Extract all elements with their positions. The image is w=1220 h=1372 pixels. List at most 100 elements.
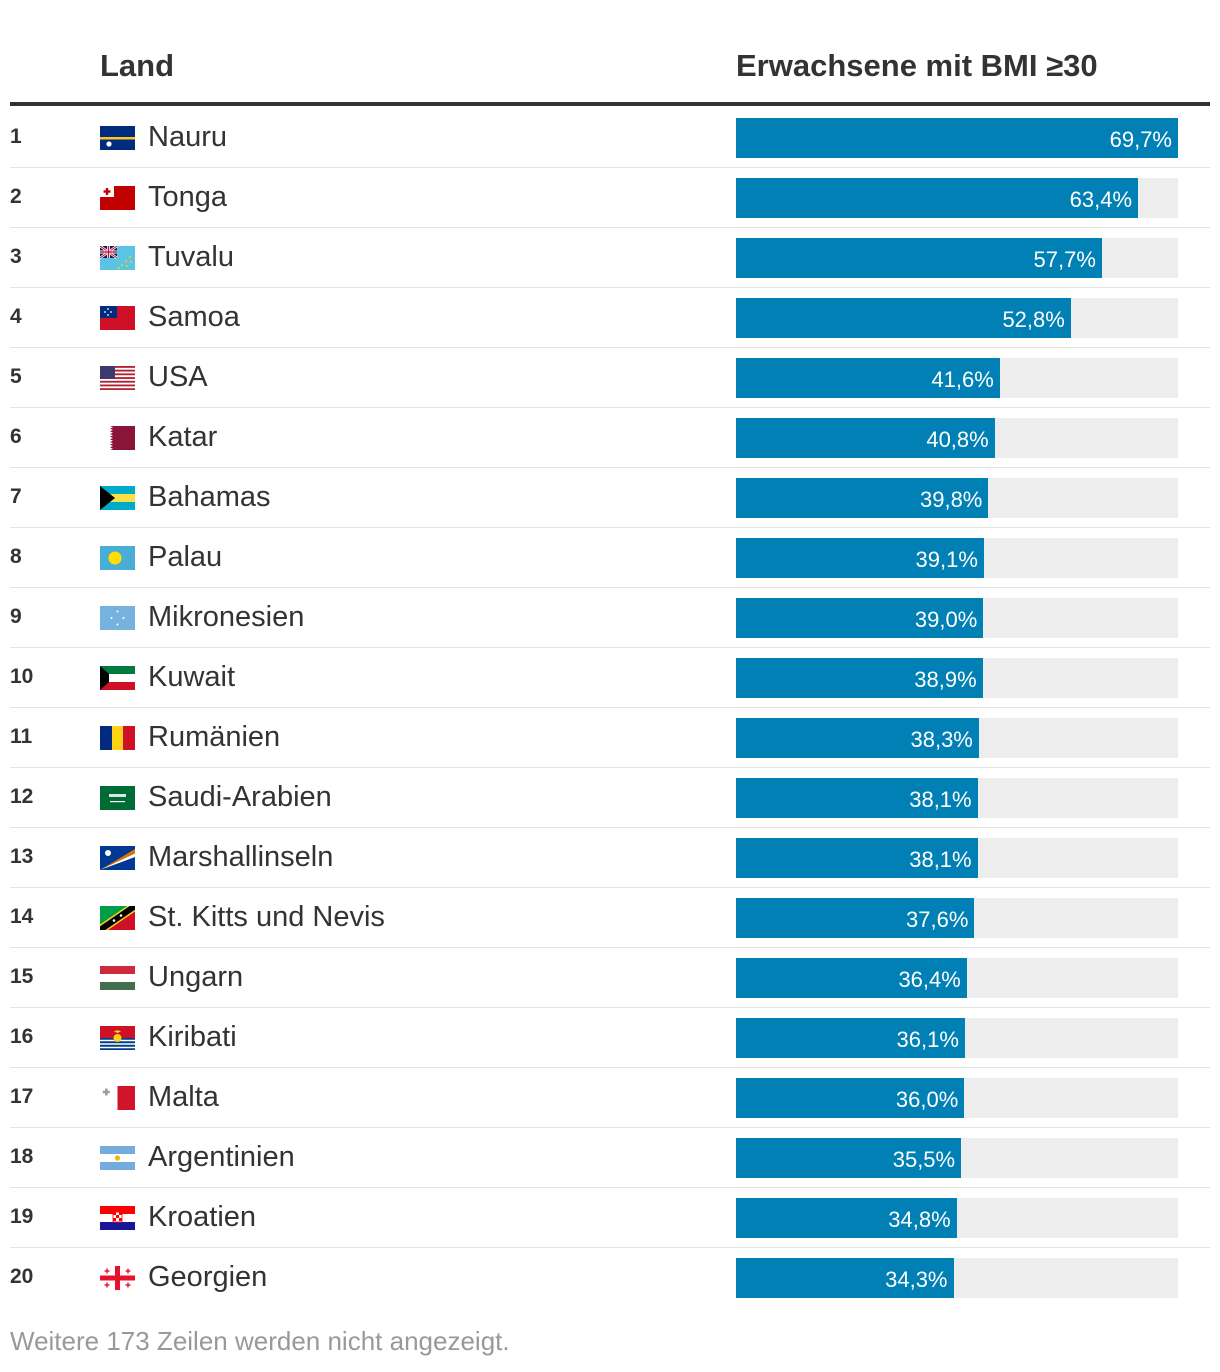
country-name: Marshallinseln	[148, 841, 334, 873]
bar-track: 39,1%	[736, 538, 1178, 578]
bar-value-label: 34,8%	[888, 1207, 951, 1232]
bar: 38,1%	[736, 838, 978, 878]
table-row[interactable]: 16 Kiribati 36,1%	[10, 1008, 1210, 1068]
table-row[interactable]: 11 Rumänien 38,3%	[10, 708, 1210, 768]
table-row[interactable]: 13 Marshallinseln 38,1%	[10, 828, 1210, 888]
rank-label: 10	[10, 665, 34, 688]
bar-value-label: 57,7%	[1033, 247, 1096, 272]
table-row[interactable]: 3 Tuvalu 57,7%	[10, 228, 1210, 288]
table-row[interactable]: 15 Ungarn 36,4%	[10, 948, 1210, 1008]
tuvalu-flag-icon	[100, 246, 135, 270]
rank-label: 1	[10, 125, 22, 148]
bar-value-label: 52,8%	[1002, 307, 1065, 332]
bar-track: 36,1%	[736, 1018, 1178, 1058]
ungarn-flag-icon	[100, 966, 135, 990]
table-row[interactable]: 8 Palau 39,1%	[10, 528, 1210, 588]
table-row[interactable]: 9 Mikronesien 39,0%	[10, 588, 1210, 648]
tonga-flag-icon	[100, 186, 135, 210]
kroatien-flag-icon	[100, 1206, 135, 1230]
column-header-value[interactable]: Erwachsene mit BMI ≥30	[736, 48, 1098, 83]
country-name: Palau	[148, 541, 223, 573]
rank-label: 9	[10, 605, 22, 628]
table-row[interactable]: 17 Malta 36,0%	[10, 1068, 1210, 1128]
table-row[interactable]: 1 Nauru 69,7%	[10, 108, 1210, 168]
rank-label: 15	[10, 965, 34, 988]
bar-value-label: 34,3%	[885, 1267, 948, 1292]
table-row[interactable]: 10 Kuwait 38,9%	[10, 648, 1210, 708]
table-row[interactable]: 4 Samoa 52,8%	[10, 288, 1210, 348]
bar: 40,8%	[736, 418, 995, 458]
bar-track: 57,7%	[736, 238, 1178, 278]
table-row[interactable]: 12 Saudi-Arabien 38,1%	[10, 768, 1210, 828]
rank-label: 11	[10, 725, 33, 748]
bar-track: 38,1%	[736, 838, 1178, 878]
table-row[interactable]: 6 Katar 40,8%	[10, 408, 1210, 468]
bar-track: 38,3%	[736, 718, 1178, 758]
bar-track: 40,8%	[736, 418, 1178, 458]
bar: 57,7%	[736, 238, 1102, 278]
table-row[interactable]: 19 Kroatien 34,8%	[10, 1188, 1210, 1248]
bar: 36,4%	[736, 958, 967, 998]
mikronesien-flag-icon	[100, 606, 135, 630]
bar-track: 63,4%	[736, 178, 1178, 218]
rank-label: 14	[10, 905, 34, 928]
bar: 38,9%	[736, 658, 983, 698]
country-name: Katar	[148, 421, 218, 453]
rank-label: 6	[10, 425, 22, 448]
table-row[interactable]: 20 Georgien 34,3%	[10, 1248, 1210, 1308]
rank-label: 19	[10, 1205, 34, 1228]
bar-value-label: 38,1%	[909, 787, 972, 812]
bar-track: 36,4%	[736, 958, 1178, 998]
bahamas-flag-icon	[100, 486, 135, 510]
rumaenien-flag-icon	[100, 726, 135, 750]
country-name: Mikronesien	[148, 601, 305, 633]
bar-track: 37,6%	[736, 898, 1178, 938]
bar-value-label: 36,0%	[895, 1087, 959, 1112]
table-row[interactable]: 18 Argentinien 35,5%	[10, 1128, 1210, 1188]
bar: 37,6%	[736, 898, 975, 938]
country-name: Nauru	[148, 121, 227, 153]
bar-track: 38,1%	[736, 778, 1178, 818]
bar-value-label: 41,6%	[931, 367, 994, 392]
rank-label: 20	[10, 1265, 34, 1288]
country-name: Rumänien	[148, 721, 281, 753]
rank-label: 7	[10, 485, 22, 508]
table-row[interactable]: 7 Bahamas 39,8%	[10, 468, 1210, 528]
bar-value-label: 38,9%	[914, 667, 977, 692]
bar: 36,0%	[736, 1078, 965, 1118]
bar-track: 39,0%	[736, 598, 1178, 638]
rank-label: 5	[10, 365, 22, 388]
bar: 39,0%	[736, 598, 984, 638]
usa-flag-icon	[100, 366, 135, 390]
rank-label: 8	[10, 545, 22, 568]
country-name: Tuvalu	[148, 241, 234, 273]
bar-track: 35,5%	[736, 1138, 1178, 1178]
bar-track: 41,6%	[736, 358, 1178, 398]
rank-label: 2	[10, 185, 22, 208]
bar-track: 34,3%	[736, 1258, 1178, 1298]
column-header-country[interactable]: Land	[100, 48, 175, 83]
bar-track: 69,7%	[736, 118, 1178, 158]
table-row[interactable]: 2 Tonga 63,4%	[10, 168, 1210, 228]
country-name: Saudi-Arabien	[148, 781, 332, 813]
kiribati-flag-icon	[100, 1026, 135, 1050]
samoa-flag-icon	[100, 306, 135, 330]
bar-value-label: 36,1%	[896, 1027, 959, 1052]
georgien-flag-icon	[100, 1266, 135, 1290]
rank-label: 3	[10, 245, 22, 268]
table-row[interactable]: 14 St. Kitts und Nevis 37,6%	[10, 888, 1210, 948]
bar-track: 38,9%	[736, 658, 1178, 698]
bar: 34,8%	[736, 1198, 957, 1238]
bar: 36,1%	[736, 1018, 965, 1058]
country-name: Malta	[148, 1081, 219, 1113]
bar: 34,3%	[736, 1258, 954, 1298]
bar: 41,6%	[736, 358, 1000, 398]
table-body: 1 Nauru 69,7% 2 Tonga 63,4% 3 Tuvalu 57,7% 4 Samoa…	[10, 108, 1210, 1308]
table-row[interactable]: 5 USA 41,6%	[10, 348, 1210, 408]
bar: 52,8%	[736, 298, 1071, 338]
country-name: Kuwait	[148, 661, 236, 693]
bar-value-label: 35,5%	[892, 1147, 956, 1172]
marshallinseln-flag-icon	[100, 846, 135, 870]
bar-value-label: 38,1%	[909, 847, 972, 872]
argentinien-flag-icon	[100, 1146, 135, 1170]
